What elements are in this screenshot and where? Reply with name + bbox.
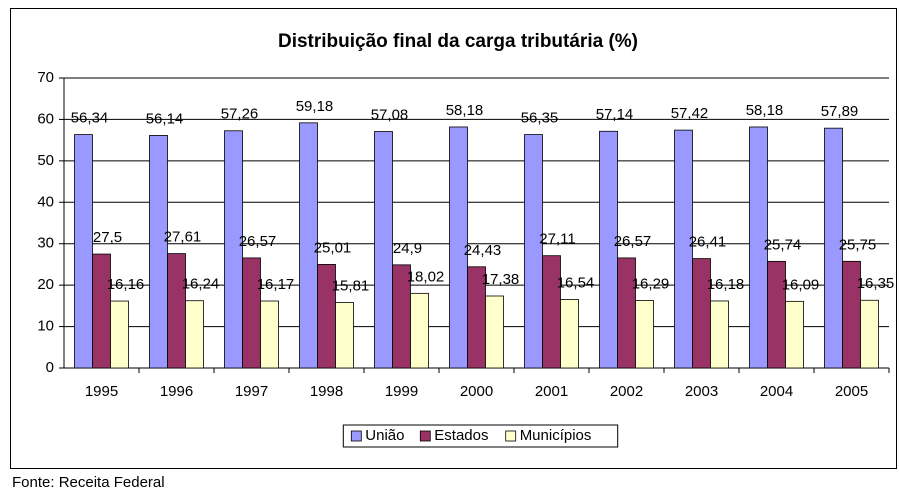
x-tick-label: 2004 xyxy=(760,383,793,400)
data-label: 26,57 xyxy=(239,233,277,250)
data-label: 57,26 xyxy=(221,106,259,123)
x-tick-label: 1998 xyxy=(310,383,343,400)
bar xyxy=(617,257,636,369)
bar xyxy=(242,257,261,369)
legend-swatch xyxy=(350,430,362,442)
bar xyxy=(149,135,168,369)
legend-swatch xyxy=(505,430,517,442)
x-tick-label: 2003 xyxy=(685,383,718,400)
data-label: 16,16 xyxy=(107,276,145,293)
data-label: 16,54 xyxy=(557,274,595,291)
bar xyxy=(710,300,729,369)
data-label: 57,14 xyxy=(596,106,634,123)
data-label: 57,42 xyxy=(671,105,709,122)
data-label: 16,17 xyxy=(257,276,295,293)
data-label: 57,08 xyxy=(371,106,409,123)
data-label: 25,01 xyxy=(314,239,352,256)
bar xyxy=(749,126,768,369)
x-tick-label: 2002 xyxy=(610,383,643,400)
x-tick-label: 2000 xyxy=(460,383,493,400)
bar xyxy=(860,299,879,369)
bar xyxy=(599,130,618,369)
x-tick-label: 1995 xyxy=(85,383,118,400)
bar xyxy=(485,295,504,369)
data-label: 59,18 xyxy=(296,98,334,115)
y-tick-label: 0 xyxy=(46,359,54,376)
data-label: 25,74 xyxy=(764,236,802,253)
data-label: 17,38 xyxy=(482,271,520,288)
data-label: 27,11 xyxy=(539,231,575,248)
y-tick-label: 60 xyxy=(37,110,54,127)
data-label: 24,9 xyxy=(393,240,422,257)
bar xyxy=(224,130,243,369)
y-tick-label: 30 xyxy=(37,235,54,252)
data-label: 27,5 xyxy=(93,229,122,246)
bar xyxy=(542,255,561,369)
data-label: 26,57 xyxy=(614,233,652,250)
data-label: 16,09 xyxy=(782,276,820,293)
bar xyxy=(185,300,204,369)
bar xyxy=(92,253,111,369)
data-label: 56,34 xyxy=(71,110,109,127)
legend-label: Municípios xyxy=(520,427,592,444)
y-tick-label: 20 xyxy=(37,276,54,293)
bar xyxy=(74,134,93,369)
data-label: 27,61 xyxy=(164,229,202,246)
bar xyxy=(410,292,429,369)
x-tick-label: 1999 xyxy=(385,383,418,400)
bar xyxy=(524,134,543,369)
x-tick-label: 2001 xyxy=(535,383,568,400)
bar xyxy=(167,253,186,369)
bar xyxy=(785,300,804,369)
data-label: 25,75 xyxy=(839,236,877,253)
bar xyxy=(299,122,318,369)
legend-label: Estados xyxy=(434,427,488,444)
footnote: Fonte: Receita Federal xyxy=(12,474,165,491)
data-label: 56,35 xyxy=(521,110,559,127)
data-label: 16,29 xyxy=(632,275,670,292)
bar xyxy=(110,300,129,369)
bar xyxy=(335,302,354,369)
legend-swatch xyxy=(419,430,431,442)
bar xyxy=(635,300,654,369)
data-label: 15,81 xyxy=(332,277,370,294)
data-label: 57,89 xyxy=(821,103,859,120)
x-tick-label: 1997 xyxy=(235,383,268,400)
data-label: 16,35 xyxy=(857,275,895,292)
x-tick-label: 2005 xyxy=(835,383,868,400)
data-label: 58,18 xyxy=(446,102,484,119)
data-label: 16,24 xyxy=(182,276,220,293)
x-tick-label: 1996 xyxy=(160,383,193,400)
y-tick-label: 40 xyxy=(37,193,54,210)
bar xyxy=(449,126,468,369)
data-label: 18,02 xyxy=(407,268,445,285)
legend-label: União xyxy=(365,427,404,444)
y-tick-label: 50 xyxy=(37,152,54,169)
data-label: 58,18 xyxy=(746,102,784,119)
data-label: 16,18 xyxy=(707,276,745,293)
y-tick-label: 70 xyxy=(37,69,54,86)
bar xyxy=(824,127,843,369)
data-label: 24,43 xyxy=(464,242,502,259)
bar xyxy=(260,300,279,369)
data-label: 26,41 xyxy=(689,234,727,251)
y-tick-label: 10 xyxy=(37,318,54,335)
bar xyxy=(374,131,393,369)
data-label: 56,14 xyxy=(146,110,184,127)
bar xyxy=(674,129,693,369)
bar xyxy=(560,299,579,369)
legend-box xyxy=(342,424,619,448)
chart-title: Distribuição final da carga tributária (… xyxy=(278,31,638,52)
